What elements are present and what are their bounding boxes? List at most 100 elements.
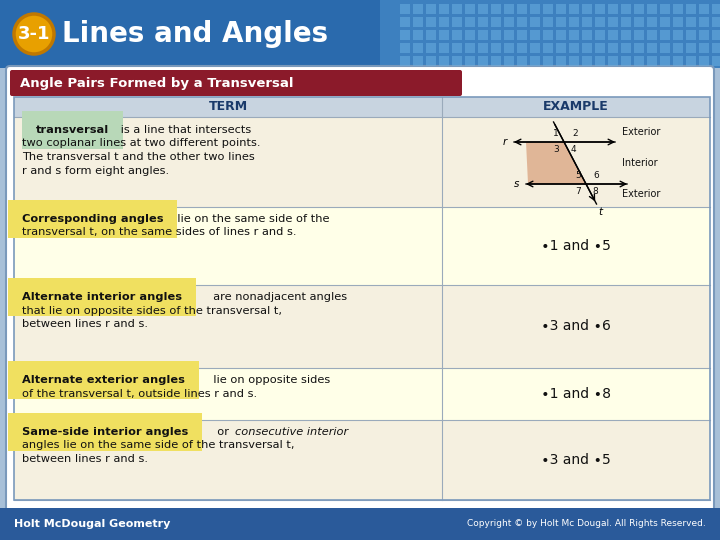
Bar [452, 4, 462, 14]
Bar [400, 56, 410, 66]
Bar [452, 30, 462, 40]
Bar [569, 43, 579, 53]
Bar [439, 43, 449, 53]
Bar [14, 97, 710, 500]
Bar [530, 4, 540, 14]
Bar [686, 30, 696, 40]
Bar [699, 4, 709, 14]
Bar [543, 56, 553, 66]
Bar [582, 4, 592, 14]
Bar [14, 97, 710, 117]
Bar [530, 56, 540, 66]
Text: 3: 3 [553, 145, 559, 154]
Bar [426, 43, 436, 53]
Bar [465, 17, 475, 27]
Bar [556, 4, 566, 14]
Bar [413, 43, 423, 53]
Bar [439, 17, 449, 27]
Text: ∙3 and ∙6: ∙3 and ∙6 [541, 320, 611, 334]
Bar [452, 17, 462, 27]
Bar [686, 56, 696, 66]
Bar [413, 4, 423, 14]
Bar [686, 4, 696, 14]
Circle shape [14, 14, 54, 54]
Text: 2: 2 [572, 130, 578, 138]
Text: lie on the same side of the: lie on the same side of the [170, 214, 330, 224]
Text: lie on opposite sides: lie on opposite sides [206, 375, 330, 385]
Bar [465, 30, 475, 40]
Text: two coplanar lines at two different points.: two coplanar lines at two different poin… [22, 138, 261, 149]
Bar [439, 4, 449, 14]
Text: Same-side interior angles: Same-side interior angles [22, 427, 188, 437]
Bar [530, 30, 540, 40]
Bar [673, 30, 683, 40]
Text: The transversal t and the other two lines: The transversal t and the other two line… [22, 152, 255, 162]
Bar [543, 43, 553, 53]
FancyBboxPatch shape [6, 66, 714, 529]
Bar [400, 30, 410, 40]
Bar [465, 56, 475, 66]
Text: Exterior: Exterior [622, 127, 660, 137]
Bar [452, 56, 462, 66]
Bar [517, 4, 527, 14]
Text: 1: 1 [553, 130, 559, 138]
Bar [647, 56, 657, 66]
Bar [400, 43, 410, 53]
Bar [569, 56, 579, 66]
Text: that lie on opposite sides of the transversal t,: that lie on opposite sides of the transv… [22, 306, 282, 315]
Bar [608, 17, 618, 27]
Bar [478, 43, 488, 53]
Text: s: s [513, 179, 519, 189]
Bar [712, 4, 720, 14]
Bar [621, 56, 631, 66]
Bar [634, 43, 644, 53]
Bar [712, 30, 720, 40]
Text: 6: 6 [593, 172, 599, 180]
Text: are nonadjacent angles: are nonadjacent angles [206, 292, 347, 302]
Bar [413, 56, 423, 66]
Bar [647, 30, 657, 40]
Bar [699, 56, 709, 66]
Bar [517, 43, 527, 53]
Bar [608, 56, 618, 66]
Bar [556, 17, 566, 27]
Bar [452, 43, 462, 53]
Bar [14, 117, 710, 207]
Bar [569, 4, 579, 14]
Text: angles lie on the same side of the transversal t,: angles lie on the same side of the trans… [22, 441, 294, 450]
Bar [0, 508, 720, 540]
Bar [699, 30, 709, 40]
Bar [634, 56, 644, 66]
Bar [14, 420, 710, 500]
Bar [380, 0, 720, 68]
Text: transversal t, on the same sides of lines r and s.: transversal t, on the same sides of line… [22, 227, 297, 238]
Bar [582, 17, 592, 27]
Bar [621, 43, 631, 53]
Bar [439, 56, 449, 66]
Bar [660, 56, 670, 66]
Text: of the transversal t, outside lines r and s.: of the transversal t, outside lines r an… [22, 388, 257, 399]
Bar [556, 56, 566, 66]
Bar [556, 30, 566, 40]
Text: ∙3 and ∙5: ∙3 and ∙5 [541, 453, 611, 467]
Bar [673, 43, 683, 53]
Bar [595, 30, 605, 40]
Bar [686, 43, 696, 53]
Text: or: or [210, 427, 233, 437]
Bar [413, 17, 423, 27]
Bar [595, 4, 605, 14]
Bar [14, 285, 710, 368]
Bar [582, 43, 592, 53]
Bar [595, 56, 605, 66]
Bar [608, 4, 618, 14]
Bar [517, 17, 527, 27]
Bar [543, 4, 553, 14]
Text: 3-1: 3-1 [18, 25, 50, 43]
Bar [478, 30, 488, 40]
Text: 5: 5 [575, 172, 581, 180]
Bar [673, 56, 683, 66]
Polygon shape [526, 142, 586, 184]
Bar [595, 17, 605, 27]
Bar [686, 17, 696, 27]
Bar [413, 30, 423, 40]
